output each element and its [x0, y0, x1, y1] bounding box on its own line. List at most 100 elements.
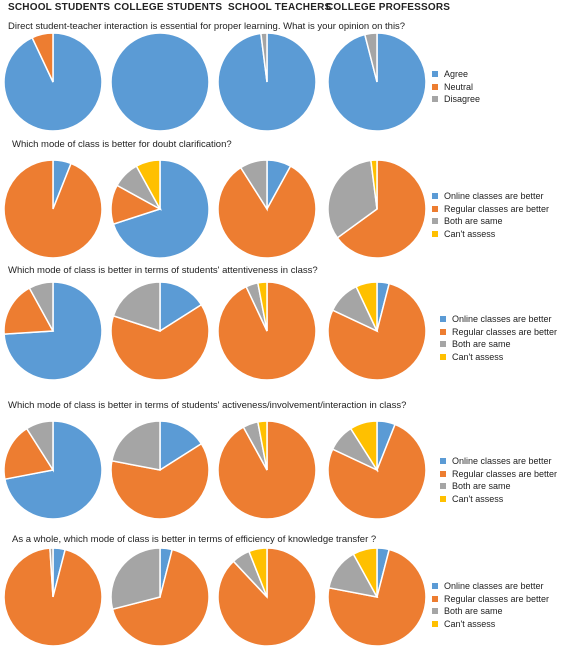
legend-4: Online classes are better Regular classes…: [440, 455, 557, 505]
legend-label: Both are same: [444, 216, 503, 227]
legend-item-agree: Agree: [432, 68, 480, 81]
legend-label: Disagree: [444, 94, 481, 105]
pie-slice-4-college-students-both-are-same: [110, 420, 161, 471]
legend-item-regular-classes-are-better: Regular classes are better: [432, 593, 549, 606]
pie-slice-4-college-professors-regular-classes-are-better: [327, 423, 427, 520]
legend-3: Online classes are better Regular classes…: [440, 313, 557, 363]
legend-item-online-classes-are-better: Online classes are better: [440, 455, 557, 468]
legend-label: Can't assess: [444, 228, 496, 239]
legend-item-regular-classes-are-better: Regular classes are better: [440, 468, 557, 481]
legend-item-both-are-same: Both are same: [440, 480, 557, 493]
legend-swatch: [432, 96, 438, 103]
pie-slice-3-college-students-both-are-same: [112, 281, 161, 333]
legend-label: Regular classes are better: [452, 326, 558, 337]
legend-swatch: [432, 71, 438, 78]
legend-item-can-t-assess: Can't assess: [432, 228, 549, 241]
legend-label: Agree: [444, 69, 469, 80]
legend-item-online-classes-are-better: Online classes are better: [440, 313, 557, 326]
pie-slice-3-school-teachers-can-t-assess: [256, 281, 268, 332]
legend-label: Both are same: [452, 481, 511, 492]
legend-swatch: [432, 230, 438, 237]
legend-swatch: [440, 316, 446, 323]
legend-label: Regular classes are better: [444, 593, 550, 604]
pie-slice-2-college-professors-can-t-assess: [370, 159, 378, 210]
legend-swatch: [432, 620, 438, 627]
legend-item-both-are-same: Both are same: [432, 605, 549, 618]
legend-item-regular-classes-are-better: Regular classes are better: [440, 326, 557, 339]
legend-swatch: [440, 495, 446, 502]
pie-slice-3-school-students-both-are-same: [28, 281, 54, 332]
legend-label: Regular classes are better: [452, 468, 558, 479]
pie-slice-5-college-students-both-are-same: [110, 547, 161, 611]
legend-2: Online classes are better Regular classes…: [432, 190, 549, 240]
pie-slice-2-college-students-can-t-assess: [135, 159, 161, 210]
legend-label: Can't assess: [444, 618, 496, 629]
legend-swatch: [432, 205, 438, 212]
pie-slice-1-school-students-neutral: [31, 32, 54, 83]
legend-swatch: [440, 353, 446, 360]
legend-label: Can't assess: [452, 351, 504, 362]
pie-slice-1-school-teachers-disagree: [260, 32, 268, 83]
legend-item-disagree: Disagree: [432, 93, 480, 106]
pie-slice-4-school-teachers-can-t-assess: [256, 420, 268, 471]
legend-item-both-are-same: Both are same: [432, 215, 549, 228]
legend-item-can-t-assess: Can't assess: [432, 618, 549, 631]
legend-swatch: [440, 483, 446, 490]
pie-slice-4-school-students-regular-classes-are-better: [3, 427, 55, 481]
pie-slice-3-college-professors-can-t-assess: [355, 281, 378, 332]
legend-item-can-t-assess: Can't assess: [440, 351, 557, 364]
pie-slice-2-school-teachers-regular-classes-are-better: [217, 165, 317, 259]
pie-slice-3-school-students-regular-classes-are-better: [3, 287, 55, 335]
question-4: Which mode of class is better in terms o…: [8, 400, 407, 411]
pie-slice-5-college-students-regular-classes-are-better: [111, 548, 210, 647]
question-2: Which mode of class is better for doubt …: [12, 139, 232, 150]
legend-item-regular-classes-are-better: Regular classes are better: [432, 203, 549, 216]
legend-label: Regular classes are better: [444, 203, 550, 214]
pie-slice-2-college-professors-both-are-same: [327, 159, 378, 239]
legend-swatch: [432, 608, 438, 615]
column-header-college-professors: COLLEGE PROFESSORS: [326, 2, 451, 13]
pie-slice-4-college-students-online-classes-are-better: [159, 420, 203, 472]
legend-swatch: [440, 341, 446, 348]
legend-item-online-classes-are-better: Online classes are better: [432, 190, 549, 203]
legend-item-online-classes-are-better: Online classes are better: [432, 580, 549, 593]
legend-swatch: [432, 595, 438, 602]
column-header-school-students: SCHOOL STUDENTS: [8, 2, 111, 13]
legend-item-neutral: Neutral: [432, 81, 480, 94]
pie-slice-3-college-students-online-classes-are-better: [159, 281, 203, 333]
pie-slice-2-school-teachers-both-are-same: [239, 159, 268, 212]
legend-label: Can't assess: [452, 493, 504, 504]
legend-label: Online classes are better: [444, 581, 544, 592]
question-1: Direct student-teacher interaction is es…: [8, 21, 406, 32]
pie-slice-4-college-professors-can-t-assess: [349, 420, 378, 473]
legend-swatch: [440, 470, 446, 477]
legend-item-can-t-assess: Can't assess: [440, 493, 557, 506]
pie-slice-5-college-professors-can-t-assess: [352, 547, 378, 598]
legend-swatch: [432, 83, 438, 90]
legend-label: Online classes are better: [452, 456, 552, 467]
legend-1: Agree Neutral Disagree: [432, 68, 480, 106]
pie-slice-1-college-students-agree: [110, 32, 210, 132]
question-3: Which mode of class is better in terms o…: [8, 265, 318, 276]
column-header-college-students: COLLEGE STUDENTS: [114, 2, 223, 13]
legend-label: Neutral: [444, 81, 474, 92]
pie-slice-2-college-professors-regular-classes-are-better: [336, 159, 427, 259]
pie-slice-4-college-students-regular-classes-are-better: [110, 442, 210, 520]
legend-5: Online classes are better Regular classes…: [432, 580, 549, 630]
pie-slice-5-school-teachers-can-t-assess: [247, 547, 268, 598]
legend-swatch: [432, 193, 438, 200]
legend-label: Online classes are better: [452, 314, 552, 325]
legend-item-both-are-same: Both are same: [440, 338, 557, 351]
pie-slice-1-college-professors-disagree: [363, 32, 378, 83]
legend-label: Online classes are better: [444, 191, 544, 202]
pie-slice-5-college-professors-regular-classes-are-better: [327, 548, 427, 647]
legend-label: Both are same: [444, 606, 503, 617]
question-5: As a whole, which mode of class is bette…: [12, 534, 377, 545]
legend-swatch: [432, 218, 438, 225]
legend-swatch: [440, 328, 446, 335]
legend-swatch: [432, 583, 438, 590]
legend-label: Both are same: [452, 339, 511, 350]
pie-slice-5-school-students-both-are-same: [49, 547, 54, 598]
pie-slice-5-school-students-regular-classes-are-better: [3, 547, 103, 647]
